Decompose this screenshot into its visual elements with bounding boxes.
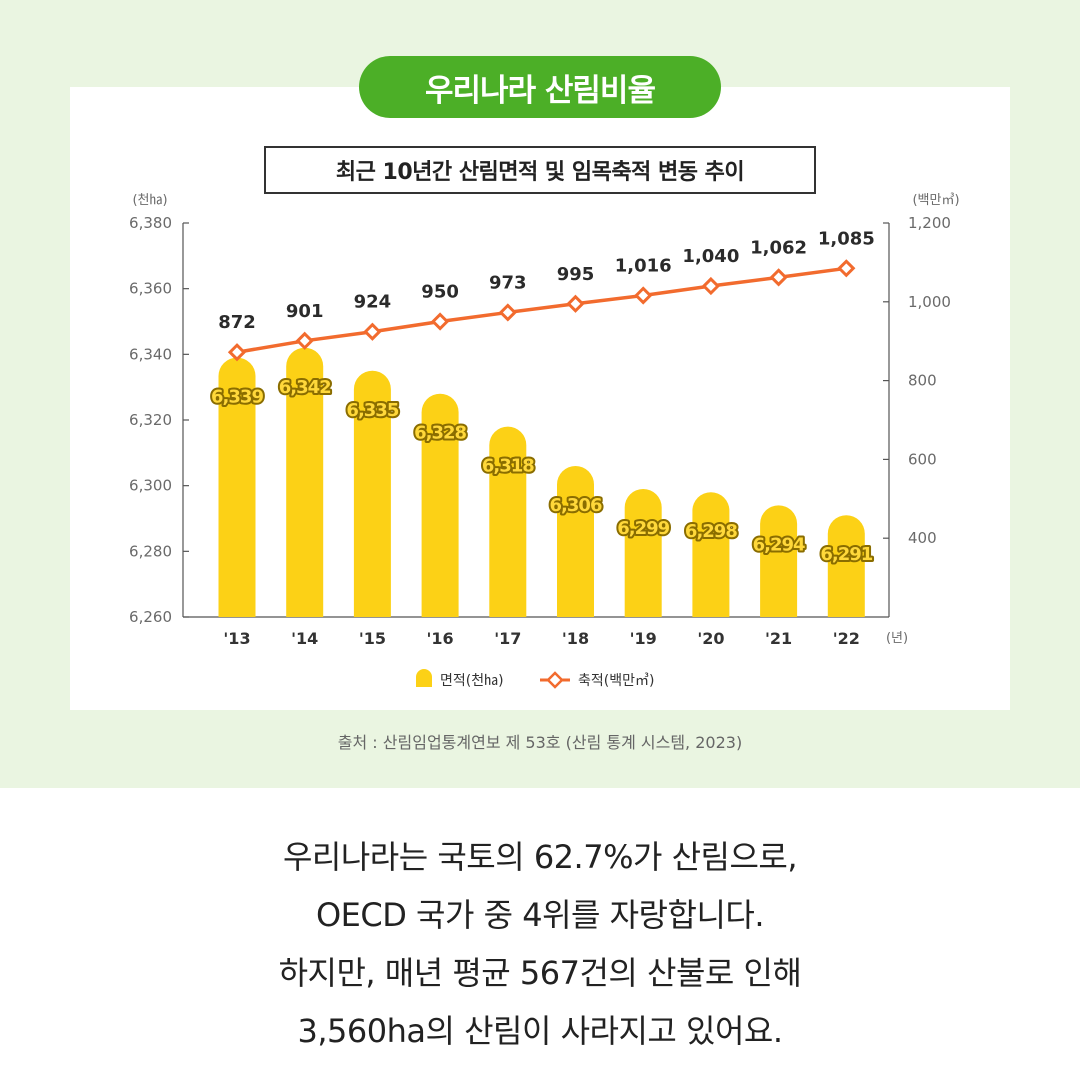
bar-value-label: 6,339 (211, 387, 263, 408)
line-point-marker (430, 312, 450, 331)
bar (353, 370, 391, 617)
x-axis-tick-label: '21 (765, 629, 792, 648)
left-axis-tick-label: 6,320 (129, 411, 172, 429)
bar-value-label: 6,298 (685, 521, 737, 542)
line-value-label: 1,062 (750, 237, 807, 258)
line-value-label: 950 (421, 282, 459, 303)
line-point-marker (701, 276, 721, 296)
x-axis-tick-label: '18 (562, 629, 589, 648)
left-axis-tick-label: 6,340 (129, 345, 172, 363)
body-line-4: 3,560ha의 산림이 사라지고 있어요. (297, 1012, 783, 1050)
right-axis-unit: (백만㎥) (912, 193, 959, 208)
body-line-3: 하지만, 매년 평균 567건의 산불로 인해 (278, 954, 802, 992)
line-value-label: 1,040 (682, 246, 739, 267)
right-axis-tick-label: 400 (908, 529, 937, 547)
body-line-1: 우리나라는 국토의 62.7%가 산림으로, (282, 838, 798, 876)
bar-value-label: 6,306 (550, 495, 602, 516)
page-title-badge: 우리나라 산림비율 (359, 56, 721, 118)
right-axis-tick-label: 1,200 (908, 214, 951, 232)
line-point-marker (566, 294, 585, 313)
bar-value-label: 6,291 (820, 544, 872, 565)
line-point-marker (295, 331, 314, 350)
legend-line-label: 축적(백만㎥) (578, 673, 654, 689)
left-axis-tick-label: 6,300 (129, 477, 172, 495)
line-point-marker (634, 286, 653, 305)
x-axis-tick-label: '19 (630, 629, 657, 648)
line-point-marker (227, 343, 247, 362)
body-text: 우리나라는 국토의 62.7%가 산림으로, OECD 국가 중 4위를 자랑합… (0, 828, 1080, 1060)
bar-value-label: 6,335 (346, 400, 398, 421)
right-axis-tick-label: 800 (908, 372, 937, 390)
bar-value-label: 6,328 (414, 423, 466, 444)
legend-line-marker (546, 671, 564, 689)
bar (827, 515, 865, 617)
bar (624, 488, 662, 617)
left-axis-tick-label: 6,280 (129, 542, 172, 560)
body-line-2: OECD 국가 중 4위를 자랑합니다. (315, 896, 765, 934)
bar (557, 465, 594, 617)
bar (489, 426, 527, 617)
bar (692, 492, 730, 617)
left-axis-unit: (천㏊) (132, 193, 167, 208)
line-value-label: 1,085 (818, 228, 875, 249)
line-value-label: 973 (489, 272, 527, 293)
line-series (236, 266, 847, 354)
line-value-label: 872 (218, 312, 256, 333)
line-value-label: 901 (286, 301, 324, 322)
bar-value-label: 6,318 (482, 456, 534, 477)
left-axis-tick-label: 6,380 (129, 214, 172, 232)
left-axis-tick-label: 6,260 (129, 608, 172, 626)
chart-subtitle: 최근 10년간 산림면적 및 임목축적 변동 추이 (264, 146, 816, 194)
line-value-label: 995 (557, 264, 595, 285)
x-axis-tick-label: '16 (427, 629, 454, 648)
x-axis-tick-label: '15 (359, 629, 386, 648)
x-axis-tick-label: '14 (291, 629, 318, 648)
legend-bar-label: 면적(천㏊) (440, 673, 504, 689)
x-axis-tick-label: '22 (833, 629, 860, 648)
x-axis-tick-label: '17 (494, 629, 521, 648)
x-axis-tick-label: '20 (697, 629, 724, 648)
line-point-marker (837, 259, 856, 278)
bar (286, 347, 324, 617)
line-point-marker (769, 268, 788, 287)
source-note: 출처 : 산림임업통계연보 제 53호 (산림 통계 시스템, 2023) (337, 733, 743, 752)
line-point-marker (498, 303, 517, 322)
left-axis-tick-label: 6,360 (129, 280, 172, 298)
line-value-label: 1,016 (615, 255, 672, 276)
bar (760, 505, 798, 617)
bar-value-label: 6,299 (617, 518, 669, 539)
x-axis-tick-label: '13 (223, 629, 250, 648)
right-axis-tick-label: 600 (908, 450, 937, 468)
right-axis-tick-label: 1,000 (908, 293, 951, 311)
bar-value-label: 6,294 (753, 534, 805, 555)
x-axis-unit: (년) (886, 631, 908, 646)
line-value-label: 924 (354, 292, 392, 313)
bar (218, 357, 256, 617)
bar (421, 393, 459, 617)
legend-bar-swatch (416, 669, 432, 687)
bar-value-label: 6,342 (279, 377, 331, 398)
line-point-marker (363, 322, 382, 341)
